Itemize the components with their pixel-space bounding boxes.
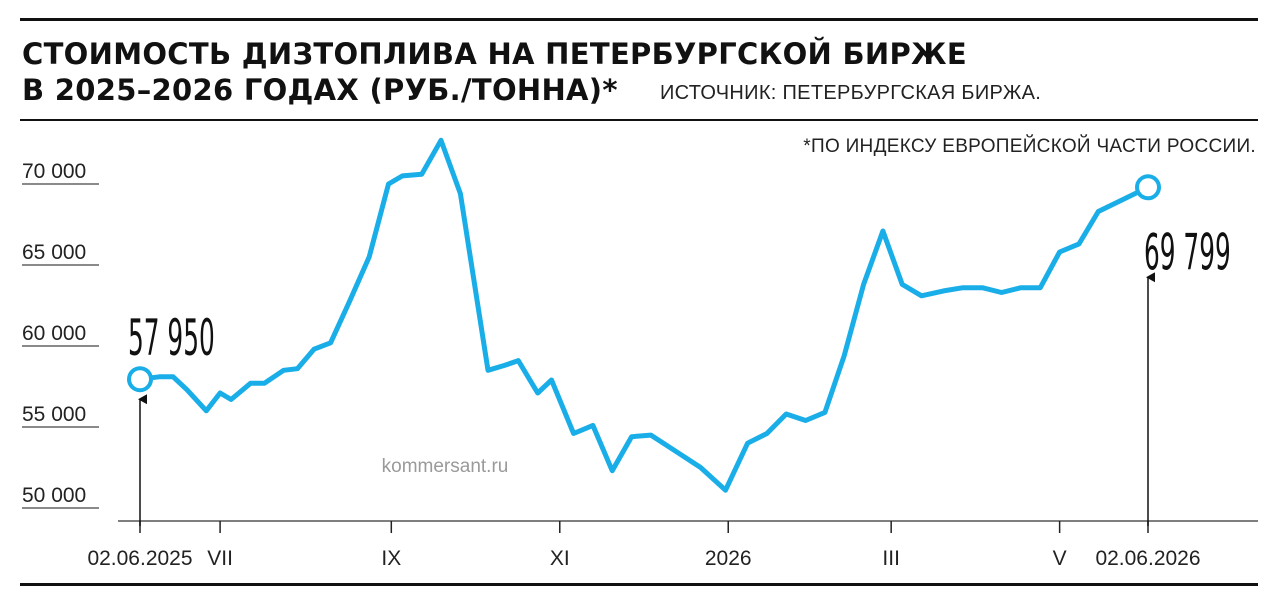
title-line-2: В 2025–2026 ГОДАХ (РУБ./ТОННА)* (22, 73, 618, 107)
x-tick-label: V (1053, 547, 1067, 570)
y-tick-label: 50 000 (22, 484, 86, 507)
bottom-rule (20, 583, 1258, 586)
x-axis: 02.06.2025 VII IX XI 2026 III V 02.06.2026 (87, 520, 1258, 570)
chart-title: СТОИМОСТЬ ДИЗТОПЛИВА НА ПЕТЕРБУРГСКОЙ БИ… (22, 36, 967, 108)
annotation-value: 57 950 (128, 310, 215, 368)
annotations: 57 950 69 799 (127, 174, 1231, 526)
title-line-1: СТОИМОСТЬ ДИЗТОПЛИВА НА ПЕТЕРБУРГСКОЙ БИ… (22, 37, 967, 71)
y-tick-label: 55 000 (22, 403, 86, 426)
footnote: *ПО ИНДЕКСУ ЕВРОПЕЙСКОЙ ЧАСТИ РОССИИ. (803, 136, 1256, 157)
y-tick-label: 70 000 (22, 160, 86, 183)
watermark: kommersant.ru (382, 456, 509, 477)
top-rule (20, 18, 1258, 21)
x-tick-label: IX (381, 547, 401, 570)
x-tick-label: 2026 (705, 547, 752, 570)
x-tick-label: 02.06.2026 (1095, 547, 1200, 570)
header-rule (20, 119, 1258, 121)
x-tick-label: 02.06.2025 (87, 547, 192, 570)
source-note: ИСТОЧНИК: ПЕТЕРБУРГСКАЯ БИРЖА. (660, 82, 1042, 104)
series (137, 137, 1151, 493)
series-line (137, 137, 1151, 493)
y-tick-label: 65 000 (22, 241, 86, 264)
x-tick-label: XI (550, 547, 570, 570)
annotation-marker (1135, 174, 1161, 201)
y-axis: 50 000 55 000 60 000 65 000 70 000 (22, 160, 99, 509)
annotation-marker (127, 366, 153, 393)
annotation-value: 69 799 (1144, 224, 1231, 282)
y-tick-label: 60 000 (22, 322, 86, 345)
x-tick-label: III (882, 547, 900, 570)
x-tick-label: VII (207, 547, 233, 570)
